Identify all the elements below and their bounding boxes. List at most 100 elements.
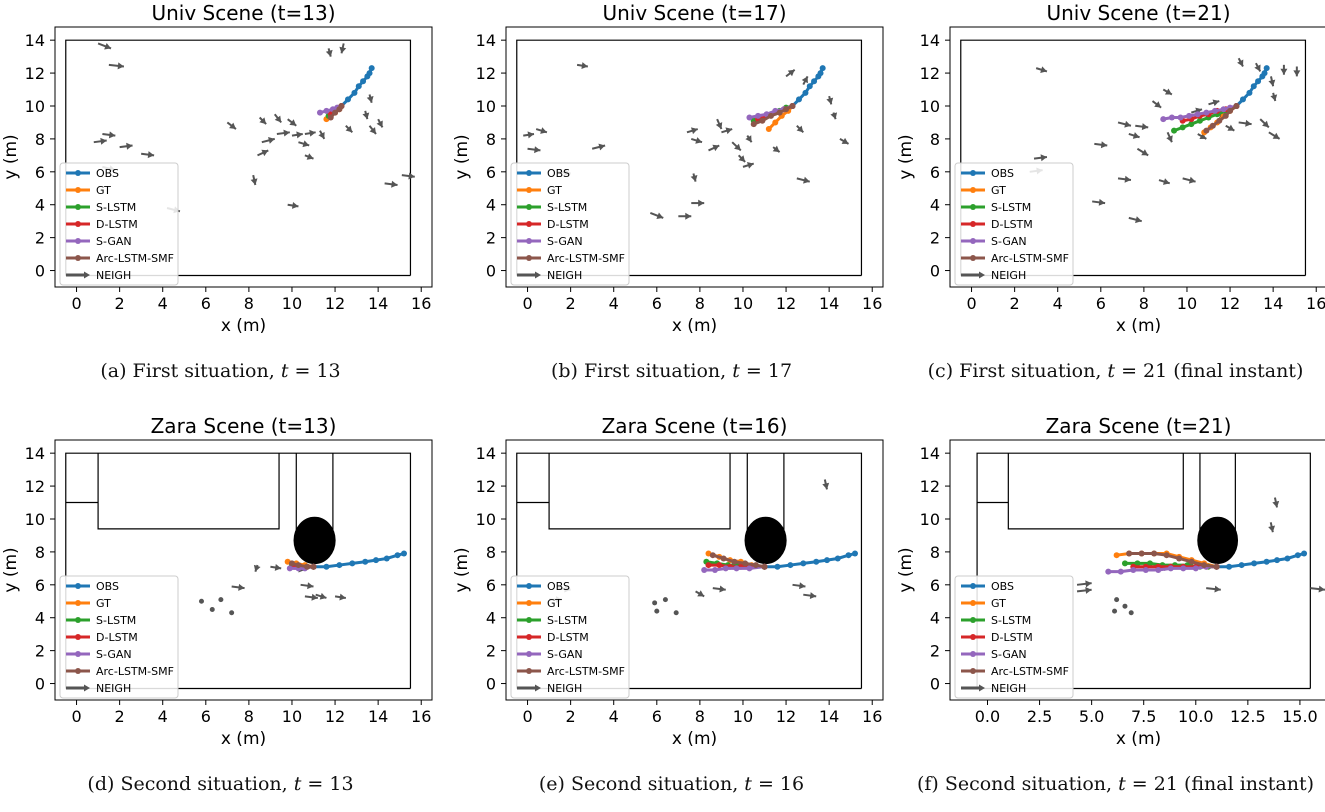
scene-wall — [65, 452, 412, 689]
neighbor-arrow — [273, 113, 282, 124]
x-axis-label: x (m) — [221, 729, 266, 749]
y-tick-label: 6 — [930, 576, 940, 595]
data-point — [1188, 558, 1195, 565]
y-tick-label: 12 — [476, 477, 496, 496]
x-tick-label: 10 — [1177, 294, 1197, 313]
chart-svg: Zara Scene (t=13) 0 2 4 6 8 10 12 14 16 0 2 4 6 8 10 12 1… — [1, 414, 433, 749]
chart-svg: Univ Scene (t=21) 0 2 4 6 8 10 12 14 16 0 2 4 6 8 10 12 1… — [896, 1, 1325, 336]
legend-entry: GT — [66, 184, 111, 197]
caption-suffix: = 13 — [301, 773, 354, 795]
legend-box — [59, 575, 179, 699]
legend-swatch-head — [979, 684, 985, 692]
legend-marker — [970, 221, 976, 227]
y-tick-label: 14 — [476, 444, 496, 463]
arrow-head — [1318, 585, 1325, 593]
legend-marker — [970, 617, 976, 623]
arrow-head — [1272, 500, 1280, 508]
legend-entry: S-LSTM — [961, 201, 1031, 214]
legend-marker — [526, 204, 532, 210]
arrow-head — [830, 112, 838, 120]
legend-label: D-LSTM — [991, 631, 1033, 644]
neighbor-arrow — [304, 593, 318, 601]
y-axis-label: y (m) — [452, 134, 472, 179]
legend-marker — [526, 187, 532, 193]
legend-label: GT — [991, 597, 1006, 610]
neighbor-arrow — [1035, 66, 1048, 74]
data-point — [1163, 552, 1170, 559]
neighbor-arrow — [1076, 580, 1092, 588]
obstacle — [293, 516, 336, 565]
x-tick-label: 4 — [158, 707, 168, 726]
arrow-head — [772, 145, 780, 153]
y-tick-label: 14 — [920, 31, 940, 50]
arrow-head — [274, 563, 282, 571]
arrow-head — [697, 590, 705, 597]
series-line — [1162, 104, 1237, 121]
legend-marker — [970, 204, 976, 210]
neighbor-arrow — [1128, 132, 1140, 139]
caption-prefix: (b) First situation, — [550, 360, 733, 382]
caption-suffix: = 21 (final instant) — [1125, 773, 1315, 795]
arrow-head — [1293, 70, 1301, 77]
data-point — [705, 562, 712, 569]
neighbor-arrow — [715, 118, 723, 130]
x-tick-label: 14 — [368, 294, 388, 313]
figure-caption: (d) Second situation, t = 13 — [0, 773, 441, 795]
arrow-head — [527, 131, 535, 139]
data-point — [742, 560, 749, 567]
legend-entry: S-LSTM — [517, 201, 587, 214]
series-arc-lstm-smf — [327, 102, 345, 121]
neighbor-arrow — [796, 176, 811, 184]
y-tick-label: 6 — [35, 576, 45, 595]
data-point — [366, 70, 373, 77]
legend-entry: Arc-LSTM-SMF — [66, 252, 174, 265]
data-point — [368, 65, 375, 72]
figure-caption: (c) First situation, t = 21 (final insta… — [895, 360, 1325, 382]
legend-label: S-LSTM — [96, 201, 136, 214]
arrow-head — [1141, 123, 1149, 131]
legend-marker — [75, 238, 81, 244]
legend-label: OBS — [96, 167, 119, 180]
x-tick-label: 8 — [695, 707, 705, 726]
arrow-head — [1270, 94, 1278, 102]
neighbor-arrow — [1117, 175, 1132, 183]
data-point — [787, 562, 794, 569]
arrow-head — [746, 161, 754, 169]
chart-title: Zara Scene (t=16) — [602, 414, 788, 438]
data-point — [327, 114, 334, 121]
data-point — [823, 557, 830, 564]
neighbor-arrow — [1135, 123, 1149, 131]
neighbor-dot — [654, 608, 660, 614]
data-point — [802, 89, 809, 96]
legend-entry: GT — [66, 597, 111, 610]
x-tick-label: 0 — [966, 294, 976, 313]
legend-label: GT — [96, 597, 111, 610]
chart-svg: Zara Scene (t=21) 0.0 2.5 5.0 7.5 10.0 12.5 15.… — [896, 414, 1325, 749]
data-point — [1126, 550, 1133, 557]
arrow-head — [1124, 120, 1131, 128]
arrow-head — [841, 137, 849, 144]
y-tick-label: 0 — [486, 675, 496, 694]
legend-marker — [526, 600, 532, 606]
arrow-head — [598, 143, 606, 151]
legend-label: S-LSTM — [991, 614, 1031, 627]
data-point — [750, 121, 757, 128]
scene-boundary — [976, 452, 1311, 690]
x-tick-label: 16 — [411, 294, 431, 313]
y-tick-label: 6 — [486, 163, 496, 182]
y-tick-label: 0 — [35, 675, 45, 694]
legend-label: Arc-LSTM-SMF — [991, 252, 1069, 265]
neighbor-arrow — [1094, 141, 1108, 149]
neighbor-arrow — [325, 48, 333, 57]
x-tick-label: 10 — [733, 294, 753, 313]
arrow-head — [250, 178, 258, 185]
scene-wall — [976, 452, 1311, 689]
y-tick-label: 2 — [930, 229, 940, 248]
legend-marker — [970, 255, 976, 261]
y-tick-label: 10 — [25, 510, 45, 529]
arrow-head — [1268, 525, 1276, 533]
neighbor-arrow — [690, 173, 698, 182]
data-point — [709, 552, 716, 559]
x-tick-label: 16 — [411, 707, 431, 726]
y-tick-label: 10 — [920, 510, 940, 529]
